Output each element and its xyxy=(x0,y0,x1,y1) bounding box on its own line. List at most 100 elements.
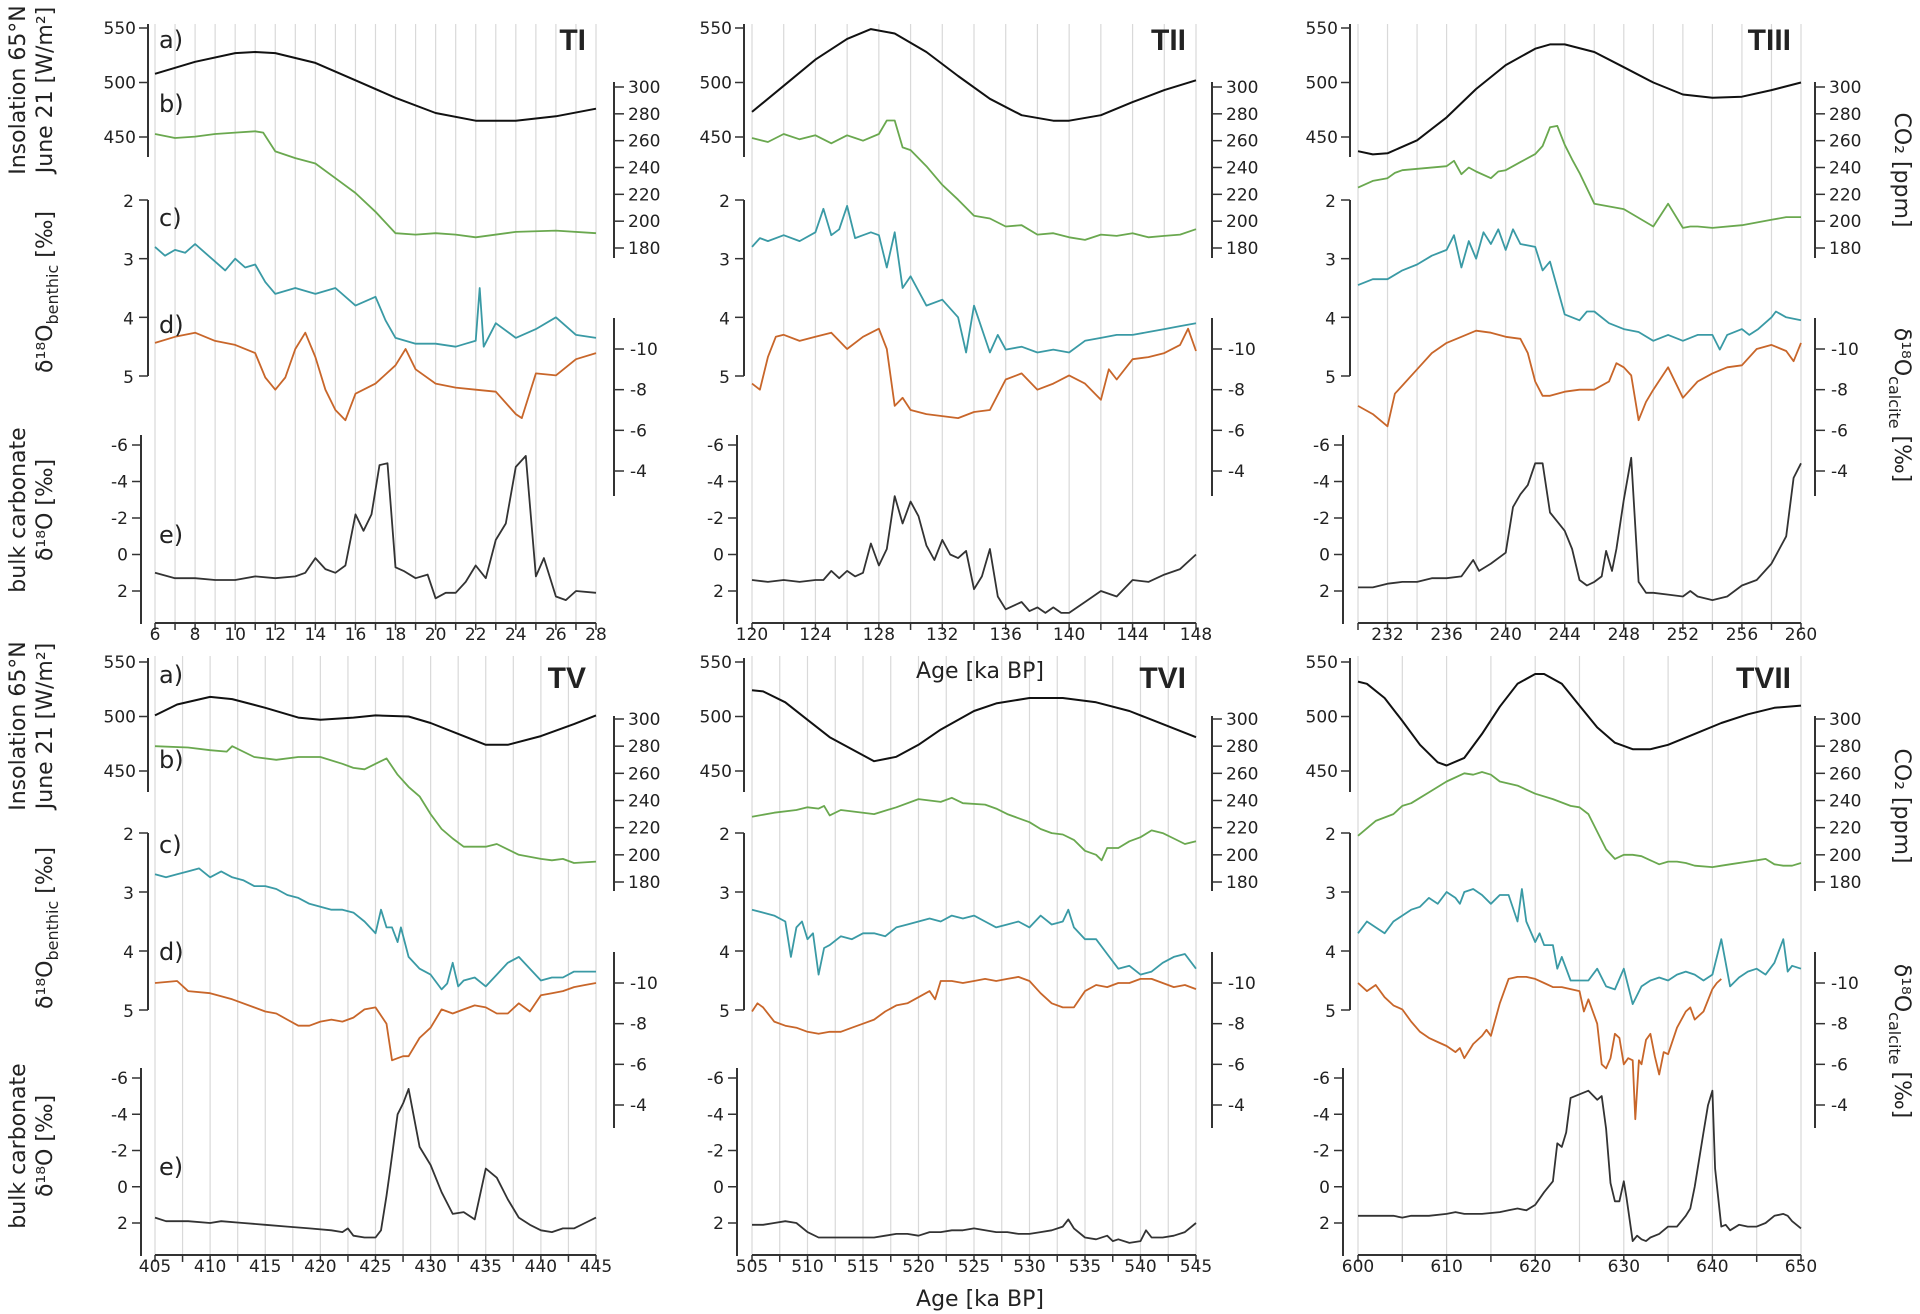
calcite-tick-label: -8 xyxy=(1831,381,1848,401)
co2-tick-label: 200 xyxy=(1829,212,1861,232)
bulk-series-line xyxy=(752,1218,1197,1244)
calcite-axis-title: δ¹⁸Ocalcite [‰] xyxy=(1885,328,1914,483)
calcite-tick-label: -6 xyxy=(630,1055,647,1075)
benthic-series-line xyxy=(154,867,596,991)
insolation-axis-title: Insolation 65°N xyxy=(6,641,31,811)
panel-title: TI xyxy=(559,24,586,57)
insolation-tick-label: 550 xyxy=(104,19,136,39)
x-tick-label: 18 xyxy=(385,625,407,645)
insolation-series-line xyxy=(1357,43,1802,156)
panel-title: TV xyxy=(548,662,586,695)
co2-tick-label: 240 xyxy=(628,159,660,179)
co2-tick-label: 180 xyxy=(1226,239,1258,259)
calcite-tick-label: -8 xyxy=(1831,1015,1848,1035)
bulk-tick-label: -2 xyxy=(1313,509,1330,529)
co2-axis-title: CO₂ [ppm] xyxy=(1889,748,1914,863)
co2-tick-label: 240 xyxy=(1829,159,1861,179)
calcite-series-line xyxy=(1357,976,1722,1121)
co2-tick-label: 180 xyxy=(1829,239,1861,259)
calcite-axis-title-unit: [‰] xyxy=(1889,1065,1914,1119)
bulk-tick-label: -4 xyxy=(707,1105,724,1125)
benthic-tick-label: 3 xyxy=(1325,251,1336,271)
bulk-tick-label: -4 xyxy=(1313,1105,1330,1125)
insolation-series-line xyxy=(154,695,597,746)
x-tick-label: 6 xyxy=(150,625,161,645)
x-tick-label: 640 xyxy=(1696,1257,1728,1277)
x-tick-label: 515 xyxy=(847,1257,879,1277)
x-tick-label: 630 xyxy=(1608,1257,1640,1277)
x-tick-label: 24 xyxy=(505,625,527,645)
benthic-tick-label: 5 xyxy=(123,1002,134,1022)
benthic-tick-label: 2 xyxy=(1325,825,1336,845)
x-tick-label: 120 xyxy=(736,625,768,645)
x-tick-label: 124 xyxy=(799,625,831,645)
bulk-tick-label: -6 xyxy=(1313,436,1330,456)
benthic-tick-label: 4 xyxy=(123,309,134,329)
panel-TI: 6 8 10 12 14 16 18 20 22 24 26 284505005502345-6-4-… xyxy=(6,5,660,645)
insolation-axis-title: June 21 [W/m²] xyxy=(33,643,58,811)
benthic-tick-label: 2 xyxy=(123,825,134,845)
x-tick-label: 405 xyxy=(139,1257,171,1277)
bulk-tick-label: 2 xyxy=(713,1214,724,1234)
co2-tick-label: 240 xyxy=(628,792,660,812)
co2-tick-label: 180 xyxy=(1226,873,1258,893)
bulk-series-line xyxy=(751,495,1197,614)
co2-tick-label: 220 xyxy=(1226,819,1258,839)
x-tick-label: 248 xyxy=(1608,625,1640,645)
bulk-tick-label: -6 xyxy=(707,436,724,456)
bulk-tick-label: -6 xyxy=(707,1069,724,1089)
bulk-tick-label: 0 xyxy=(713,1178,724,1198)
bulk-tick-label: -4 xyxy=(1313,473,1330,493)
co2-tick-label: 280 xyxy=(1829,737,1861,757)
bulk-tick-label: -2 xyxy=(707,1142,724,1162)
x-tick-label: 148 xyxy=(1180,625,1212,645)
benthic-series-line xyxy=(1357,888,1802,1005)
x-tick-label: 505 xyxy=(736,1257,768,1277)
x-tick-label: 600 xyxy=(1342,1257,1374,1277)
bulk-series-line xyxy=(154,454,597,601)
calcite-tick-label: -8 xyxy=(1228,381,1245,401)
calcite-tick-label: -6 xyxy=(630,421,647,441)
panel-title: TIII xyxy=(1748,24,1791,57)
co2-tick-label: 260 xyxy=(628,764,660,784)
benthic-axis-title: δ¹⁸Obenthic [‰] xyxy=(33,211,62,373)
bulk-tick-label: -4 xyxy=(111,473,128,493)
benthic-tick-label: 4 xyxy=(1325,309,1336,329)
co2-tick-label: 180 xyxy=(628,873,660,893)
insolation-tick-label: 500 xyxy=(700,708,732,728)
co2-tick-label: 220 xyxy=(1226,185,1258,205)
insolation-tick-label: 450 xyxy=(104,762,136,782)
calcite-series-line xyxy=(751,327,1197,420)
insolation-tick-label: 450 xyxy=(700,128,732,148)
benthic-series-line xyxy=(154,243,597,348)
x-tick-label: 136 xyxy=(989,625,1021,645)
x-tick-label: 10 xyxy=(224,625,246,645)
x-tick-label: 420 xyxy=(304,1257,336,1277)
calcite-axis-title-unit: [‰] xyxy=(1889,429,1914,483)
co2-tick-label: 200 xyxy=(1226,846,1258,866)
benthic-tick-label: 4 xyxy=(719,309,730,329)
insolation-tick-label: 550 xyxy=(1306,19,1338,39)
co2-series-line xyxy=(154,130,597,239)
calcite-tick-label: -8 xyxy=(630,1015,647,1035)
co2-tick-label: 200 xyxy=(1226,212,1258,232)
calcite-tick-label: -10 xyxy=(1228,340,1256,360)
insolation-axis-title: Insolation 65°N xyxy=(6,5,31,175)
co2-tick-label: 260 xyxy=(1829,132,1861,152)
calcite-tick-label: -4 xyxy=(1228,462,1245,482)
subplot-letter: d) xyxy=(159,311,184,339)
benthic-axis-title-main: δ¹⁸O xyxy=(33,961,58,1009)
co2-tick-label: 260 xyxy=(1829,764,1861,784)
co2-tick-label: 300 xyxy=(1829,78,1861,98)
x-tick-label: 8 xyxy=(190,625,201,645)
co2-tick-label: 220 xyxy=(628,185,660,205)
co2-tick-label: 200 xyxy=(628,846,660,866)
co2-tick-label: 200 xyxy=(1829,846,1861,866)
co2-tick-label: 300 xyxy=(1226,710,1258,730)
benthic-axis-title-main: δ¹⁸O xyxy=(33,325,58,373)
x-tick-label: 520 xyxy=(902,1257,934,1277)
x-tick-label: 650 xyxy=(1785,1257,1817,1277)
bulk-axis-title: bulk carbonate xyxy=(6,1063,31,1228)
co2-tick-label: 240 xyxy=(1226,159,1258,179)
co2-series-line xyxy=(154,745,597,864)
